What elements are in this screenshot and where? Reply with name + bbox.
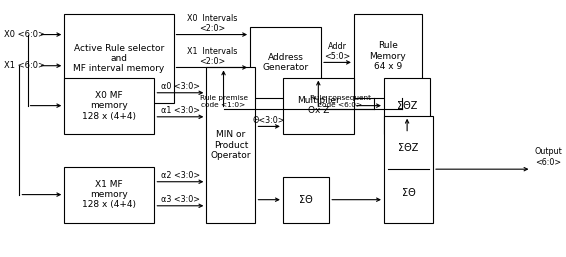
Bar: [206, 68, 255, 223]
Text: α1 <3:0>: α1 <3:0>: [161, 106, 200, 115]
Bar: [283, 177, 329, 223]
Bar: [354, 14, 422, 98]
Text: ΣΘ: ΣΘ: [402, 188, 415, 198]
Text: α3 <3:0>: α3 <3:0>: [161, 195, 200, 204]
Bar: [64, 14, 174, 103]
Bar: [64, 167, 155, 223]
Text: α2 <3:0>: α2 <3:0>: [161, 171, 200, 180]
Text: Addr
<5:0>: Addr <5:0>: [324, 42, 350, 61]
Text: Θ<3:0>: Θ<3:0>: [253, 116, 285, 125]
Text: Address
Generator: Address Generator: [263, 53, 308, 72]
Bar: [384, 78, 430, 134]
Bar: [64, 78, 155, 134]
Text: X1 MF
memory
128 x (4+4): X1 MF memory 128 x (4+4): [82, 180, 136, 209]
Text: Rule premise
code <1:0>: Rule premise code <1:0>: [200, 95, 247, 108]
Text: X0 <6:0>: X0 <6:0>: [4, 30, 45, 39]
Text: X1 <6:0>: X1 <6:0>: [4, 61, 45, 70]
Text: Output
<6:0>: Output <6:0>: [534, 147, 562, 167]
Text: X0  Intervals
<2:0>: X0 Intervals <2:0>: [187, 14, 237, 33]
Text: X1  Intervals
<2:0>: X1 Intervals <2:0>: [187, 47, 237, 66]
Text: MIN or
Product
Operator: MIN or Product Operator: [211, 130, 251, 160]
Text: X0 MF
memory
128 x (4+4): X0 MF memory 128 x (4+4): [82, 91, 136, 121]
Text: Active Rule selector
and
MF interval memory: Active Rule selector and MF interval mem…: [73, 44, 165, 74]
Text: Rule consequent
code <6:0>: Rule consequent code <6:0>: [310, 95, 371, 108]
Bar: [384, 116, 433, 223]
Text: α0 <3:0>: α0 <3:0>: [161, 82, 200, 91]
Text: ΣΘZ: ΣΘZ: [397, 101, 417, 111]
Text: Multiplier
Θx Z: Multiplier Θx Z: [297, 96, 340, 115]
Text: Rule
Memory
64 x 9: Rule Memory 64 x 9: [370, 41, 406, 71]
Bar: [250, 27, 321, 98]
Bar: [283, 78, 354, 134]
Text: ΣΘ: ΣΘ: [299, 195, 313, 205]
Text: ΣΘZ: ΣΘZ: [398, 143, 419, 153]
